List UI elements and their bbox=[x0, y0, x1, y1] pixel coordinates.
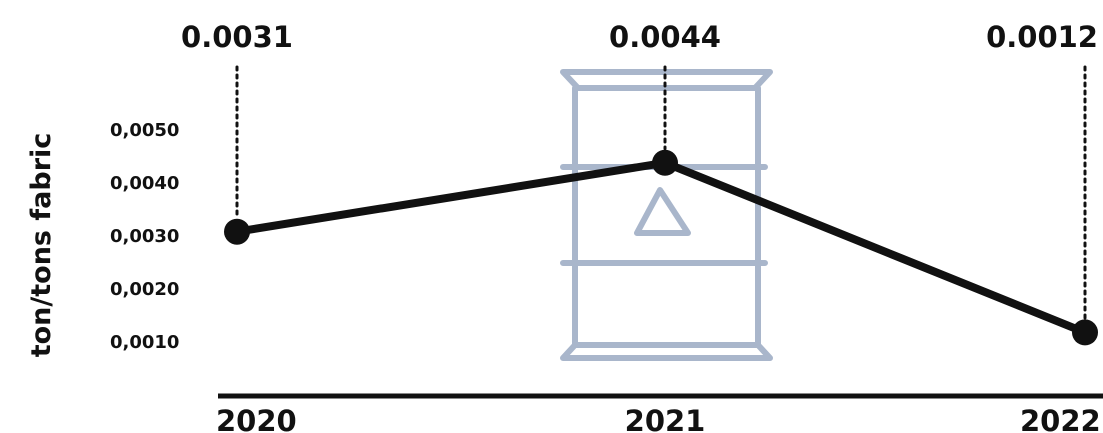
x-tick-label: 2020 bbox=[216, 404, 297, 433]
y-tick-label: 0,0020 bbox=[110, 279, 179, 300]
data-point bbox=[652, 149, 678, 176]
data-label: 0.0031 bbox=[181, 20, 293, 54]
data-point bbox=[224, 218, 250, 245]
y-tick-labels: 0,0050 0,0040 0,0030 0,0020 0,0010 bbox=[110, 120, 179, 353]
x-tick-label: 2021 bbox=[625, 404, 706, 433]
y-axis-title: ton/tons fabric bbox=[26, 133, 57, 358]
oil-barrel-icon bbox=[560, 69, 773, 361]
data-label: 0.0012 bbox=[986, 20, 1098, 54]
y-tick-label: 0,0030 bbox=[110, 226, 179, 247]
x-tick-label: 2022 bbox=[1020, 404, 1101, 433]
series-marks: 0.0031 0.0044 0.0012 2020 2021 2022 bbox=[181, 20, 1101, 433]
data-point bbox=[1072, 319, 1098, 346]
warning-triangle-icon bbox=[634, 187, 691, 236]
y-tick-label: 0,0050 bbox=[110, 120, 179, 141]
y-tick-label: 0,0010 bbox=[110, 332, 179, 353]
data-label: 0.0044 bbox=[609, 20, 721, 54]
y-tick-label: 0,0040 bbox=[110, 173, 179, 194]
